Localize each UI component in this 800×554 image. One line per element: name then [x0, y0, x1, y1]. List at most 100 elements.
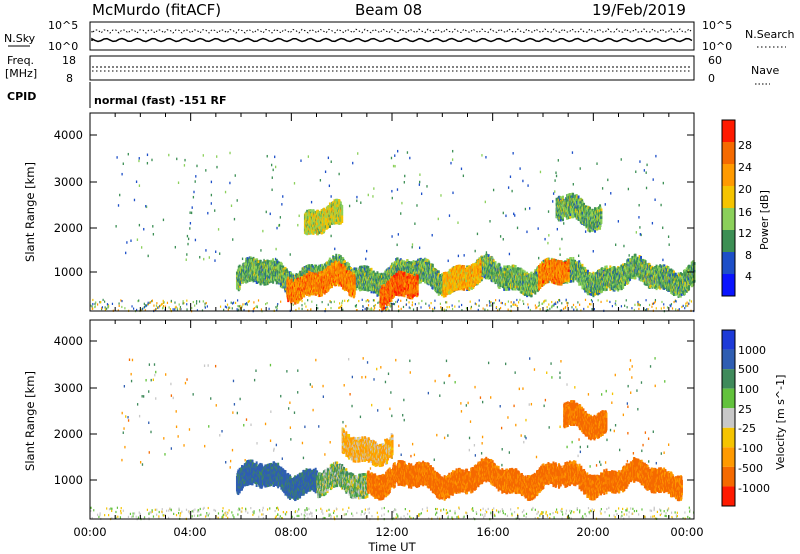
scatter-cell: [280, 300, 282, 303]
scatter-cell: [394, 154, 396, 157]
scatter-cell: [620, 158, 622, 161]
scatter-cell: [224, 305, 227, 308]
scatter-cell: [145, 304, 147, 308]
noise-left-label: N.Sky: [4, 32, 36, 45]
scatter-cell: [101, 306, 104, 309]
scatter-cell: [232, 301, 235, 304]
scatter-cell: [138, 184, 141, 187]
scatter-cell: [178, 303, 180, 306]
scatter-cell: [579, 167, 581, 170]
scatter-cell: [214, 259, 216, 262]
scatter-cell: [143, 227, 145, 231]
scatter-cell: [661, 300, 663, 304]
scatter-cell: [662, 226, 664, 230]
scatter-cell: [191, 206, 193, 209]
scatter-cell: [367, 304, 370, 307]
scatter-cell: [248, 299, 250, 303]
scatter-cell: [153, 304, 155, 307]
scatter-cell: [168, 153, 170, 157]
scatter-cell: [489, 304, 491, 307]
noise-search-line: [91, 28, 693, 35]
scatter-cell: [179, 305, 182, 309]
scatter-cell: [271, 176, 273, 179]
scatter-cell: [684, 307, 686, 310]
band-cell: [263, 282, 266, 286]
scatter-cell: [397, 233, 399, 236]
scatter-cell: [477, 308, 479, 312]
scatter-cell: [689, 299, 691, 302]
scatter-cell: [316, 304, 318, 307]
scatter-cell: [155, 307, 157, 310]
scatter-cell: [502, 238, 504, 241]
scatter-cell: [572, 303, 575, 307]
scatter-cell: [488, 300, 491, 303]
scatter-cell: [577, 254, 580, 258]
scatter-cell: [624, 304, 626, 307]
band-cell: [431, 264, 434, 267]
band-cell: [238, 287, 241, 291]
band-cell: [275, 258, 278, 262]
scatter-cell: [469, 300, 471, 303]
band-cell: [424, 257, 427, 261]
scatter-cell: [508, 252, 511, 256]
scatter-cell: [183, 301, 185, 305]
scatter-cell: [638, 216, 640, 219]
scatter-cell: [341, 304, 343, 307]
scatter-cell: [239, 304, 241, 308]
scatter-cell: [330, 301, 332, 304]
scatter-cell: [433, 306, 436, 309]
band-cell: [273, 260, 276, 264]
scatter-cell: [397, 298, 399, 301]
scatter-cell: [461, 309, 463, 312]
scatter-cell: [205, 301, 207, 305]
scatter-cell: [434, 299, 436, 302]
scatter-cell: [682, 304, 684, 307]
scatter-cell: [411, 245, 413, 249]
scatter-cell: [152, 233, 155, 236]
scatter-cell: [400, 212, 402, 215]
scatter-cell: [136, 308, 138, 312]
scatter-cell: [210, 202, 212, 205]
scatter-cell: [204, 305, 206, 308]
scatter-cell: [406, 151, 409, 154]
scatter-cell: [432, 307, 434, 311]
scatter-cell: [637, 302, 639, 305]
scatter-cell: [452, 149, 454, 153]
scatter-cell: [196, 300, 198, 303]
scatter-cell: [607, 178, 609, 182]
station-title: McMurdo (fitACF): [92, 1, 221, 19]
scatter-cell: [384, 309, 387, 312]
scatter-cell: [145, 204, 147, 208]
scatter-cell: [138, 157, 140, 160]
scatter-cell: [236, 199, 238, 202]
scatter-cell: [164, 305, 167, 308]
scatter-cell: [282, 195, 284, 198]
scatter-cell: [95, 301, 97, 304]
scatter-cell: [385, 306, 387, 309]
scatter-cell: [390, 305, 392, 308]
scatter-cell: [298, 214, 300, 218]
scatter-cell: [670, 305, 672, 308]
scatter-cell: [157, 306, 159, 309]
scatter-cell: [615, 243, 617, 247]
scatter-cell: [514, 214, 516, 217]
scatter-cell: [591, 300, 593, 303]
band-cell: [272, 258, 275, 262]
scatter-cell: [217, 228, 220, 231]
scatter-cell: [237, 299, 239, 302]
scatter-cell: [628, 254, 630, 257]
scatter-cell: [301, 299, 303, 303]
scatter-cell: [232, 238, 234, 241]
scatter-cell: [230, 204, 233, 207]
scatter-cell: [505, 214, 507, 218]
scatter-cell: [106, 303, 109, 306]
scatter-cell: [645, 308, 647, 312]
scatter-cell: [534, 304, 536, 307]
scatter-cell: [461, 303, 463, 307]
scatter-cell: [671, 307, 674, 310]
scatter-cell: [191, 306, 193, 310]
scatter-cell: [184, 158, 186, 162]
band-cell: [256, 258, 259, 262]
scatter-cell: [198, 300, 201, 303]
scatter-cell: [133, 198, 136, 202]
